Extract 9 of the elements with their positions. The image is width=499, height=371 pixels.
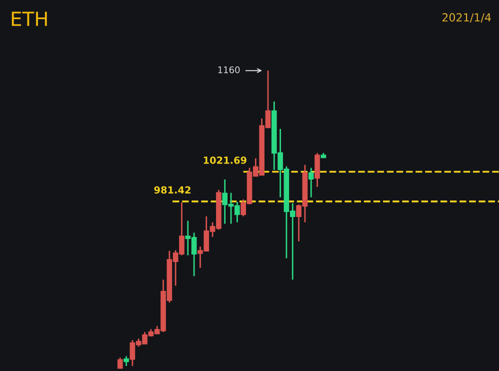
annotation: 1021.69 [204, 156, 246, 164]
annotation: 981.42 [154, 186, 190, 194]
candlestick [117, 356, 123, 369]
chart-title: ETH [12, 12, 47, 26]
candlestick [308, 167, 314, 198]
annotation: 1160 [218, 66, 240, 74]
text: 2021/1/4 [442, 13, 491, 22]
candlestick [314, 152, 320, 188]
candlestick [124, 355, 129, 367]
